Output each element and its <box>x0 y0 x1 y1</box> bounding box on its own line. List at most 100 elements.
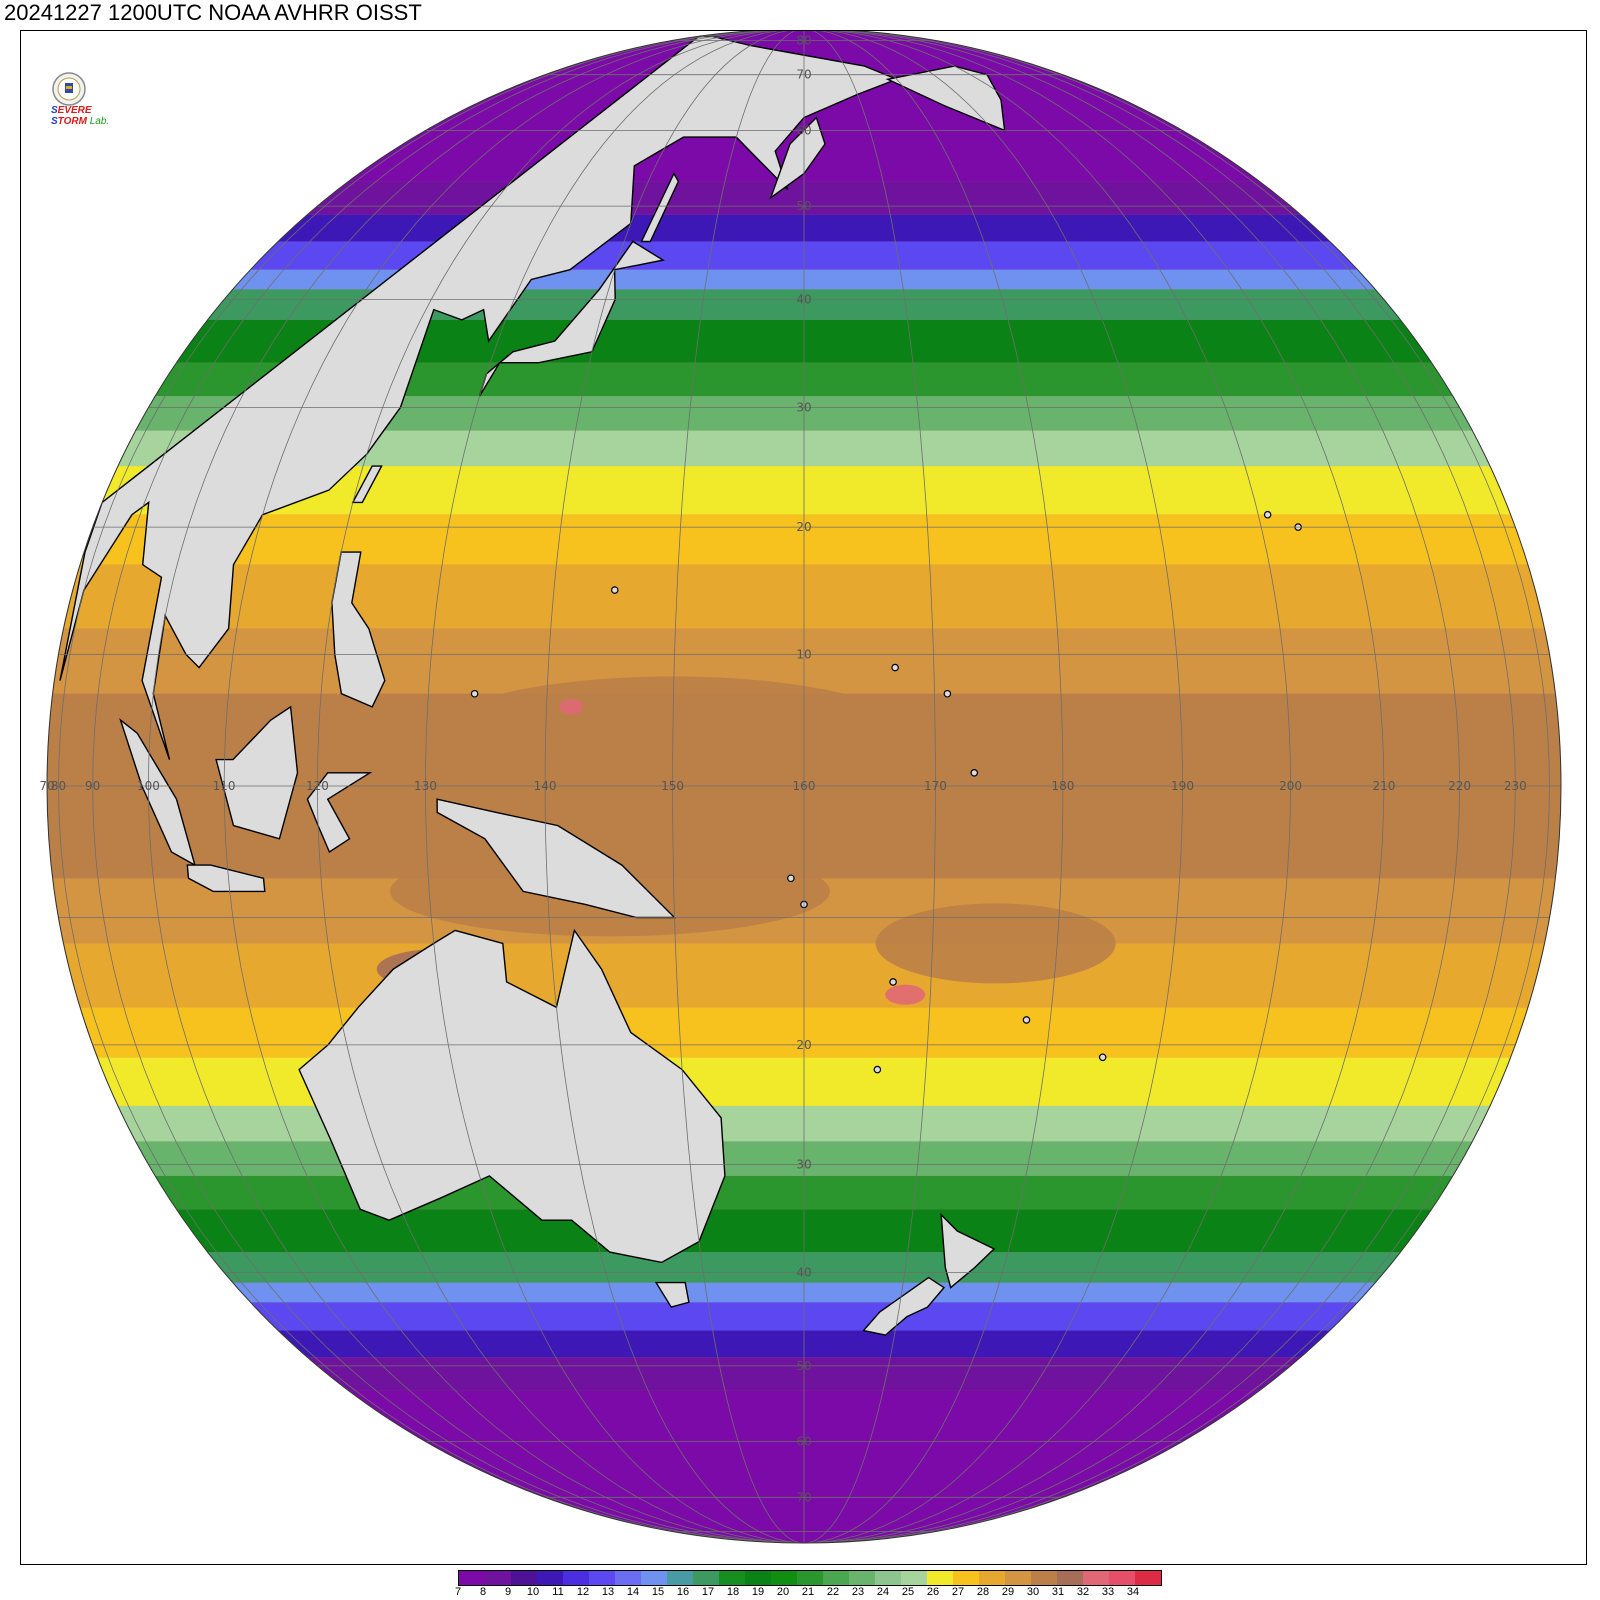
japan <box>478 240 665 397</box>
latitude-label: 20 <box>796 1038 811 1052</box>
longitude-label: 190 <box>1171 779 1194 793</box>
island <box>873 1065 882 1074</box>
colorbar-tick-label: 7 <box>454 1586 462 1598</box>
map-frame: 70 80 90 100 110 120 130 140 150 160 170 180 190 200 2… <box>20 30 1587 1565</box>
colorbar-swatch <box>511 1571 537 1585</box>
lab-logo-text: SEVERE STORM Lab. <box>51 105 110 127</box>
longitude-label: 150 <box>661 779 684 793</box>
latitude-label: 10 <box>796 648 811 662</box>
longitude-label: 180 <box>1051 779 1074 793</box>
colorbar-tick-label: 30 <box>1026 1586 1040 1598</box>
colorbar-swatch <box>1135 1571 1161 1585</box>
colorbar-swatch <box>693 1571 719 1585</box>
colorbar-tick-label: 21 <box>801 1586 815 1598</box>
island <box>889 978 897 986</box>
colorbar-tick-label: 33 <box>1101 1586 1115 1598</box>
colorbar-tick-label: 19 <box>751 1586 765 1598</box>
latitude-label: 70 <box>796 1490 811 1504</box>
colorbar-swatch <box>615 1571 641 1585</box>
colorbar-swatch <box>979 1571 1005 1585</box>
colorbar-tick-label: 22 <box>826 1586 840 1598</box>
island <box>470 689 479 698</box>
colorbar-tick-label: 28 <box>976 1586 990 1598</box>
colorbar-swatch <box>1109 1571 1135 1585</box>
colorbar-swatch <box>745 1571 771 1585</box>
latitude-label: 60 <box>796 1435 811 1449</box>
colorbar-swatch <box>719 1571 745 1585</box>
latitude-label: 30 <box>796 401 811 415</box>
colorbar-swatch <box>771 1571 797 1585</box>
colorbar-tick-label: 15 <box>651 1586 665 1598</box>
island <box>787 874 795 883</box>
tasmania <box>654 1281 690 1308</box>
longitude-label: 140 <box>534 779 557 793</box>
colorbar-tick-label: 29 <box>1001 1586 1015 1598</box>
longitude-label: 170 <box>924 779 947 793</box>
colorbar-swatch <box>797 1571 823 1585</box>
colorbar-swatch <box>563 1571 589 1585</box>
latitude-label: 20 <box>796 520 811 534</box>
colorbar-swatch <box>459 1571 485 1585</box>
island <box>1098 1053 1107 1062</box>
longitude-label: 210 <box>1372 779 1395 793</box>
sst-colorbar <box>458 1570 1162 1586</box>
sakhalin <box>640 172 680 243</box>
colorbar-tick-label: 8 <box>479 1586 487 1598</box>
australia <box>298 928 726 1264</box>
map-title: 20241227 1200UTC NOAA AVHRR OISST <box>4 0 422 25</box>
colorbar-swatch <box>927 1571 953 1585</box>
latitude-label: 30 <box>796 1158 811 1172</box>
colorbar-tick-label: 16 <box>676 1586 690 1598</box>
asia-landmass <box>59 35 899 760</box>
colorbar-tick-label: 13 <box>601 1586 615 1598</box>
colorbar-tick-label: 12 <box>576 1586 590 1598</box>
taiwan <box>351 465 383 504</box>
latitude-label: 40 <box>796 292 811 306</box>
latitude-label: 80 <box>796 34 811 48</box>
colorbar-swatch <box>667 1571 693 1585</box>
colorbar-tick-label: 14 <box>626 1586 640 1598</box>
colorbar-swatch <box>953 1571 979 1585</box>
warm-pool-blob <box>875 903 1116 984</box>
island <box>610 586 619 594</box>
island <box>943 689 952 698</box>
java <box>186 864 266 893</box>
colorbar-tick-label: 11 <box>552 1586 564 1598</box>
warm-pool-blob <box>885 984 926 1005</box>
colorbar-swatch <box>849 1571 875 1585</box>
longitude-label: 70 <box>39 779 54 793</box>
colorbar-swatch <box>1083 1571 1109 1585</box>
colorbar-swatch <box>1005 1571 1031 1585</box>
colorbar-tick-label: 10 <box>526 1586 540 1598</box>
colorbar-tick-label: 31 <box>1051 1586 1065 1598</box>
colorbar-swatch <box>1031 1571 1057 1585</box>
colorbar-swatch <box>485 1571 511 1585</box>
longitude-label: 230 <box>1504 779 1527 793</box>
island <box>970 768 979 777</box>
colorbar-tick-label: 17 <box>701 1586 715 1598</box>
colorbar-tick-label: 20 <box>776 1586 790 1598</box>
longitude-label: 80 <box>51 779 66 793</box>
latitude-label: 40 <box>796 1266 811 1280</box>
island <box>1263 510 1272 519</box>
longitude-label: 110 <box>213 779 236 793</box>
colorbar-tick-label: 25 <box>901 1586 915 1598</box>
colorbar-tick-label: 32 <box>1076 1586 1090 1598</box>
colorbar-tick-label: 23 <box>851 1586 865 1598</box>
latitude-label: 60 <box>796 123 811 137</box>
globe-outline <box>46 31 1562 1544</box>
latitude-label: 50 <box>796 1359 811 1373</box>
warm-pool-blob <box>559 698 584 715</box>
colorbar-swatch <box>589 1571 615 1585</box>
colorbar-tick-label: 24 <box>876 1586 890 1598</box>
colorbar-tick-label: 9 <box>504 1586 512 1598</box>
colorbar-swatch <box>641 1571 667 1585</box>
longitude-label: 220 <box>1448 779 1471 793</box>
borneo <box>215 705 299 840</box>
longitude-label: 130 <box>414 779 437 793</box>
colorbar-tick-label: 34 <box>1126 1586 1140 1598</box>
colorbar-swatch <box>823 1571 849 1585</box>
longitude-label: 120 <box>306 779 329 793</box>
